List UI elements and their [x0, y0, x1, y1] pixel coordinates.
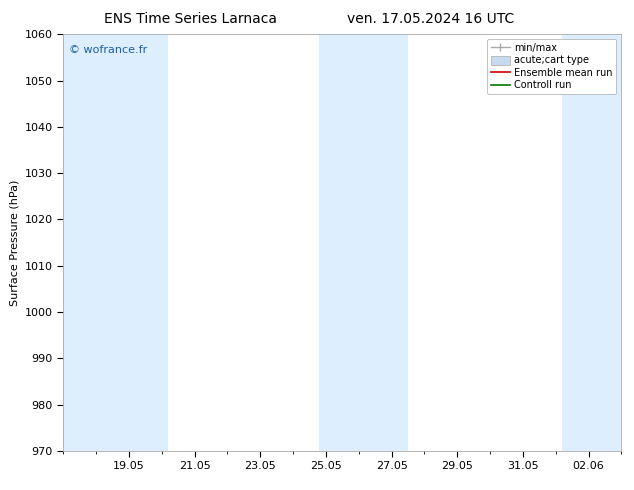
Text: © wofrance.fr: © wofrance.fr — [69, 45, 147, 55]
Bar — [320, 34, 408, 451]
Bar — [562, 34, 621, 451]
Legend: min/max, acute;cart type, Ensemble mean run, Controll run: min/max, acute;cart type, Ensemble mean … — [487, 39, 616, 94]
Text: ENS Time Series Larnaca: ENS Time Series Larnaca — [104, 12, 276, 26]
Y-axis label: Surface Pressure (hPa): Surface Pressure (hPa) — [10, 179, 19, 306]
Text: ven. 17.05.2024 16 UTC: ven. 17.05.2024 16 UTC — [347, 12, 515, 26]
Bar — [63, 34, 169, 451]
